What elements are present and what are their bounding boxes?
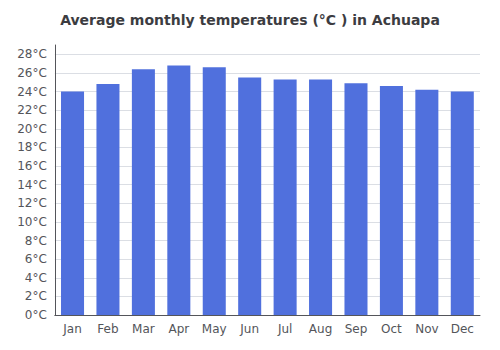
svg-text:24°C: 24°C xyxy=(17,85,47,99)
svg-text:Aug: Aug xyxy=(309,322,332,336)
svg-text:Jan: Jan xyxy=(62,322,82,336)
svg-text:4°C: 4°C xyxy=(25,271,47,285)
svg-text:Jun: Jun xyxy=(239,322,259,336)
svg-text:Mar: Mar xyxy=(132,322,155,336)
svg-text:Dec: Dec xyxy=(451,322,474,336)
svg-text:14°C: 14°C xyxy=(17,178,47,192)
svg-text:May: May xyxy=(202,322,227,336)
svg-text:22°C: 22°C xyxy=(17,103,47,117)
svg-text:8°C: 8°C xyxy=(25,234,47,248)
svg-text:Feb: Feb xyxy=(97,322,118,336)
svg-text:0°C: 0°C xyxy=(25,308,47,322)
svg-text:Sep: Sep xyxy=(345,322,368,336)
svg-text:Oct: Oct xyxy=(381,322,402,336)
svg-text:28°C: 28°C xyxy=(17,47,47,61)
svg-text:18°C: 18°C xyxy=(17,140,47,154)
svg-text:2°C: 2°C xyxy=(25,289,47,303)
svg-text:Nov: Nov xyxy=(415,322,438,336)
svg-text:12°C: 12°C xyxy=(17,196,47,210)
svg-text:Apr: Apr xyxy=(168,322,189,336)
svg-text:6°C: 6°C xyxy=(25,252,47,266)
svg-text:10°C: 10°C xyxy=(17,215,47,229)
svg-text:Jul: Jul xyxy=(277,322,292,336)
svg-text:20°C: 20°C xyxy=(17,122,47,136)
svg-text:Average monthly temperatures (: Average monthly temperatures (°C ) in Ac… xyxy=(60,12,440,28)
svg-text:26°C: 26°C xyxy=(17,66,47,80)
svg-text:16°C: 16°C xyxy=(17,159,47,173)
